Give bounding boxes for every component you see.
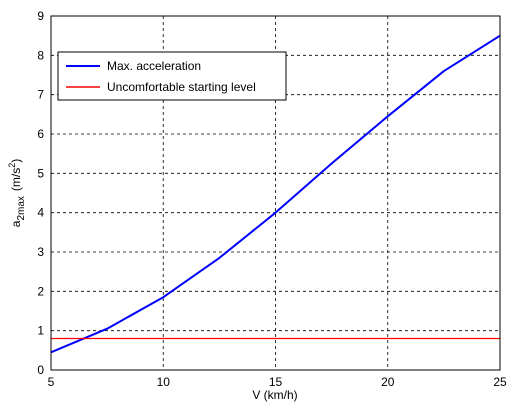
y-tick-label: 8	[37, 48, 44, 62]
legend-box	[57, 51, 287, 101]
y-tick-label: 3	[37, 245, 44, 259]
y-axis-label-unit-pre: (m/s	[9, 168, 23, 191]
series-line-max-acceleration	[50, 34, 501, 354]
y-tick-label: 6	[37, 127, 44, 141]
x-tick-label: 25	[493, 375, 507, 389]
y-axis-label-base: a	[9, 220, 23, 227]
y-tick-label: 0	[37, 363, 44, 377]
plot-frame	[50, 15, 501, 371]
y-tick-label: 2	[37, 284, 44, 298]
x-tick-label: 5	[48, 375, 55, 389]
legend-label-uncomfortable-level: Uncomfortable starting level	[107, 80, 256, 94]
series-layer	[50, 34, 501, 354]
x-tick-label: 10	[157, 375, 171, 389]
legend-label-max-acceleration: Max. acceleration	[107, 59, 201, 73]
y-axis-label-sub: 2max	[16, 196, 27, 220]
y-tick-label: 5	[37, 166, 44, 180]
y-tick-label: 1	[37, 324, 44, 338]
y-axis-label-unit-post: )	[9, 159, 23, 163]
ticks: 5 10 15 20 25 0 1 2 3 4 5 6 7 8 9	[37, 9, 507, 389]
y-tick-label: 4	[37, 206, 44, 220]
legend: Max. acceleration Uncomfortable starting…	[57, 51, 287, 101]
x-axis-label: V (km/h)	[252, 388, 297, 402]
x-tick-label: 15	[269, 375, 283, 389]
y-axis-label: a2max (m/s2)	[7, 159, 27, 227]
y-tick-label: 7	[37, 88, 44, 102]
y-tick-label: 9	[37, 9, 44, 23]
y-axis-label-unit-sup: 2	[7, 163, 17, 168]
x-tick-label: 20	[381, 375, 395, 389]
